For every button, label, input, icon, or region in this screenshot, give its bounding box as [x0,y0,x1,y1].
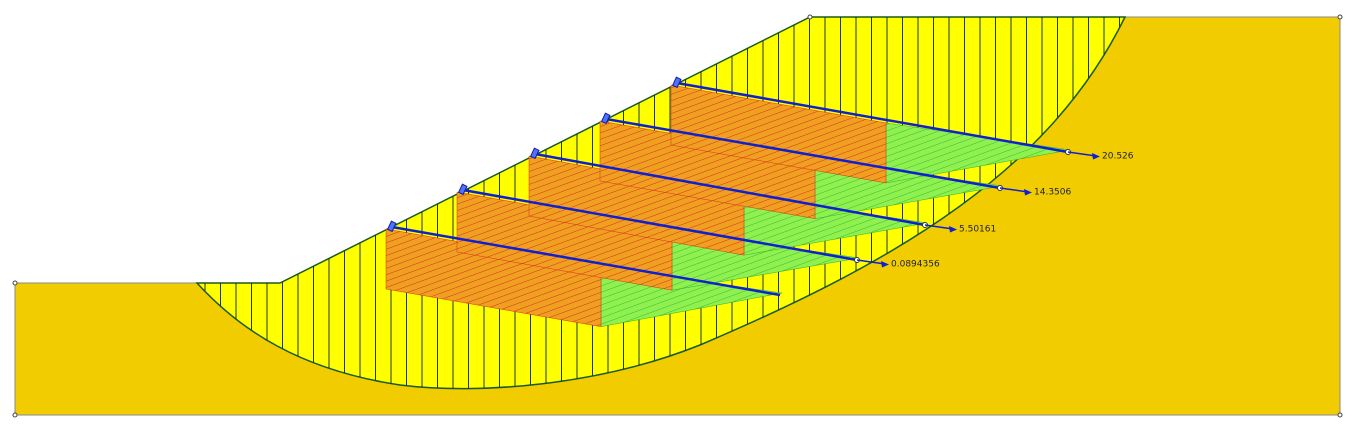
anchor-plate [457,183,468,196]
anchor-plate [386,220,397,233]
anchors [385,76,1071,327]
anchor-bar [676,81,1069,154]
arrow-head [881,261,889,268]
anchor-plate [600,112,611,125]
anchor-plate [529,147,540,160]
anchor-labels: 0.0894356 5.50161 14.3506 20.526 [854,149,1134,270]
arrow-head [949,226,957,233]
load-arrow [1067,151,1097,157]
anchor-bar [391,225,781,297]
load-arrow [924,224,954,230]
load-label: 5.50161 [959,225,996,235]
vertices [12,14,1343,418]
load-label: 14.3506 [1034,188,1071,198]
load-arrow [999,187,1029,193]
arrow-head [1024,189,1032,196]
load-label: 0.0894356 [891,260,940,270]
load-label: 20.526 [1102,152,1134,162]
anchor-bar [534,152,926,227]
anchor-bar [462,188,858,262]
anchor-plate [671,76,682,89]
anchor-bar [605,117,1001,190]
load-arrow [856,259,886,265]
arrow-head [1092,153,1100,160]
